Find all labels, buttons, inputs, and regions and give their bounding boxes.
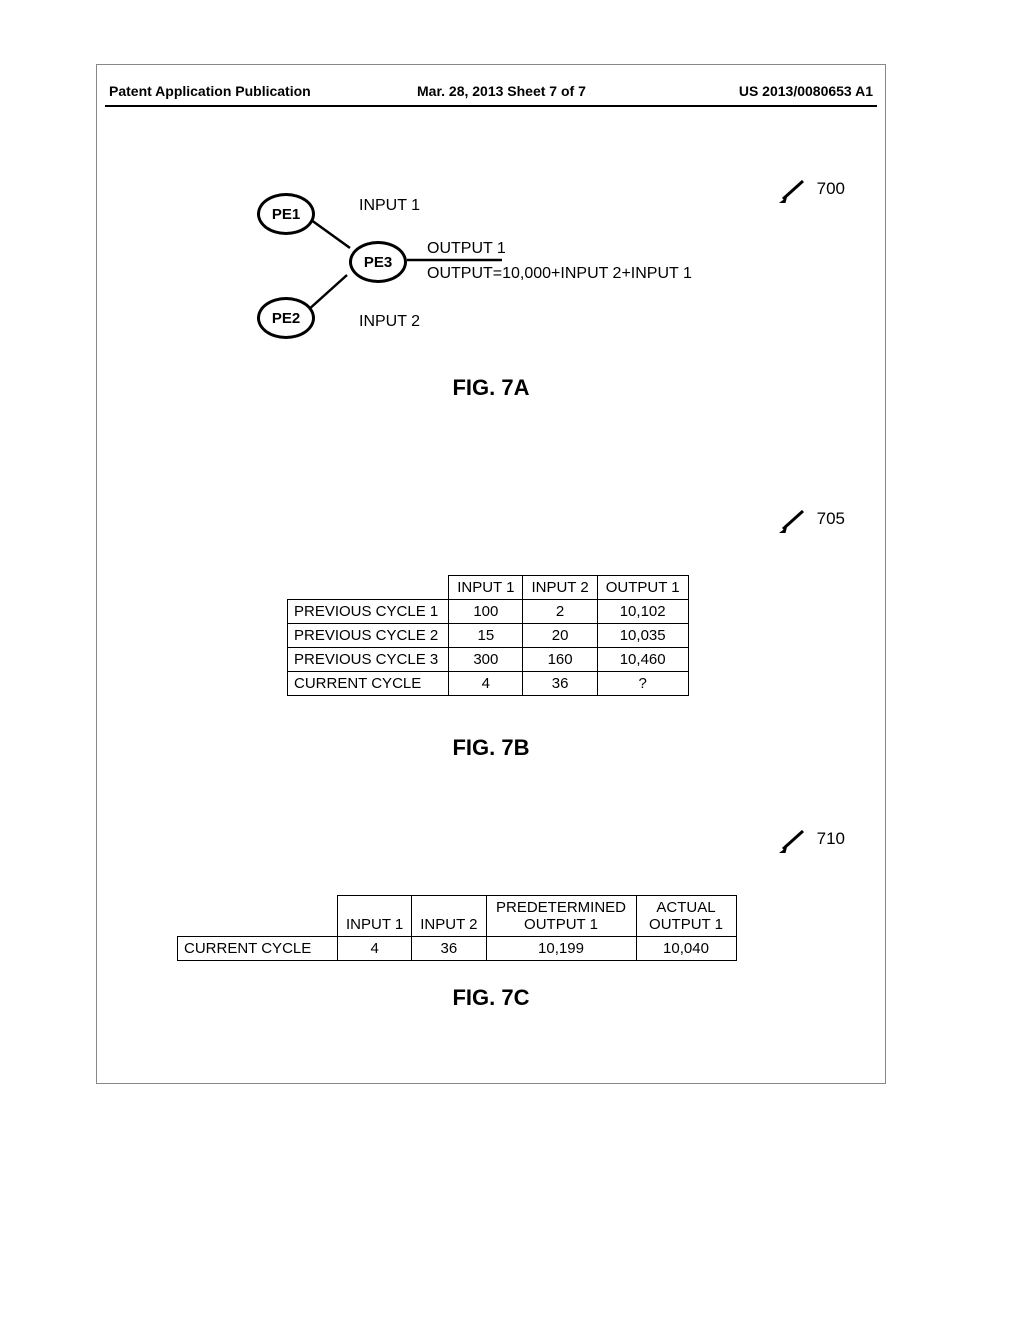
cell: 4 xyxy=(449,672,523,696)
table-7c-col-input1: INPUT 1 xyxy=(338,896,412,937)
node-pe1: PE1 xyxy=(257,193,315,235)
label-input2: INPUT 2 xyxy=(359,313,420,331)
node-pe2-label: PE2 xyxy=(272,310,300,327)
cell: 10,102 xyxy=(597,600,688,624)
ref-705: 705 xyxy=(779,505,845,533)
table-7b-blank-header xyxy=(288,576,449,600)
table-7c-col-predetermined: PREDETERMINED OUTPUT 1 xyxy=(486,896,636,937)
cell: 10,035 xyxy=(597,624,688,648)
caption-7c: FIG. 7C xyxy=(97,985,885,1011)
figure-7a: 700 PE1 PE2 PE3 INPUT 1 INPUT 2 OUTPUT 1… xyxy=(97,185,885,415)
table-7c: INPUT 1 INPUT 2 PREDETERMINED OUTPUT 1 A… xyxy=(177,895,737,961)
table-row: PREVIOUS CYCLE 3 300 160 10,460 xyxy=(288,648,689,672)
table-7c-col-input2: INPUT 2 xyxy=(412,896,486,937)
node-pe1-label: PE1 xyxy=(272,206,300,223)
cell: ? xyxy=(597,672,688,696)
cell: 10,199 xyxy=(486,937,636,961)
edges-svg xyxy=(97,185,887,385)
header-publication: Patent Application Publication xyxy=(109,83,311,99)
table-7b-col-input2: INPUT 2 xyxy=(523,576,597,600)
cell: 10,460 xyxy=(597,648,688,672)
table-7b-col-output1: OUTPUT 1 xyxy=(597,576,688,600)
node-pe3: PE3 xyxy=(349,241,407,283)
cell: 4 xyxy=(338,937,412,961)
cell: 100 xyxy=(449,600,523,624)
table-row: CURRENT CYCLE 4 36 ? xyxy=(288,672,689,696)
table-7c-header-row: INPUT 1 INPUT 2 PREDETERMINED OUTPUT 1 A… xyxy=(178,896,737,937)
table-row: PREVIOUS CYCLE 1 100 2 10,102 xyxy=(288,600,689,624)
row-label: PREVIOUS CYCLE 3 xyxy=(288,648,449,672)
row-label: PREVIOUS CYCLE 2 xyxy=(288,624,449,648)
cell: 15 xyxy=(449,624,523,648)
cell: 20 xyxy=(523,624,597,648)
ref-705-label: 705 xyxy=(817,509,845,529)
cell: 36 xyxy=(523,672,597,696)
ref-710: 710 xyxy=(779,825,845,853)
table-7c-blank-header xyxy=(178,896,338,937)
patent-page: Patent Application Publication Mar. 28, … xyxy=(96,64,886,1084)
label-formula: OUTPUT=10,000+INPUT 2+INPUT 1 xyxy=(427,265,692,283)
caption-7a: FIG. 7A xyxy=(97,375,885,401)
table-7c-col-actual: ACTUAL OUTPUT 1 xyxy=(636,896,736,937)
cell: 36 xyxy=(412,937,486,961)
cell: 10,040 xyxy=(636,937,736,961)
label-output1: OUTPUT 1 xyxy=(427,240,506,258)
node-pe3-label: PE3 xyxy=(364,254,392,271)
table-7b: INPUT 1 INPUT 2 OUTPUT 1 PREVIOUS CYCLE … xyxy=(287,575,689,696)
row-label: CURRENT CYCLE xyxy=(288,672,449,696)
ref-710-label: 710 xyxy=(817,829,845,849)
table-row: PREVIOUS CYCLE 2 15 20 10,035 xyxy=(288,624,689,648)
table-7b-header-row: INPUT 1 INPUT 2 OUTPUT 1 xyxy=(288,576,689,600)
label-input1: INPUT 1 xyxy=(359,197,420,215)
cell: 160 xyxy=(523,648,597,672)
cell: 300 xyxy=(449,648,523,672)
row-label: PREVIOUS CYCLE 1 xyxy=(288,600,449,624)
header-rule xyxy=(105,105,877,107)
header-date-sheet: Mar. 28, 2013 Sheet 7 of 7 xyxy=(417,83,586,99)
table-7b-col-input1: INPUT 1 xyxy=(449,576,523,600)
row-label: CURRENT CYCLE xyxy=(178,937,338,961)
header-patent-number: US 2013/0080653 A1 xyxy=(739,83,873,99)
table-row: CURRENT CYCLE 4 36 10,199 10,040 xyxy=(178,937,737,961)
caption-7b: FIG. 7B xyxy=(97,735,885,761)
cell: 2 xyxy=(523,600,597,624)
node-pe2: PE2 xyxy=(257,297,315,339)
